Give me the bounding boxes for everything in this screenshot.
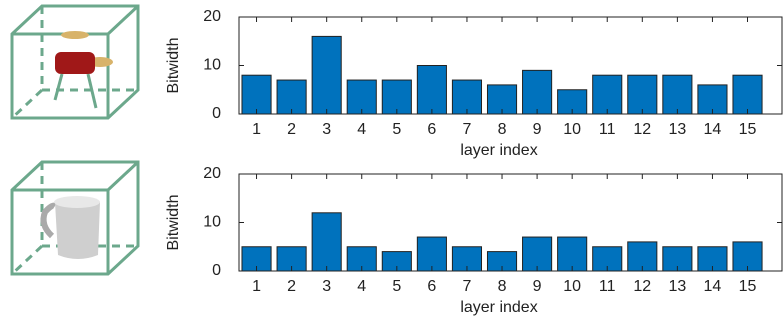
bar — [522, 69, 553, 115]
x-tick-label: 6 — [427, 121, 436, 138]
x-tick-label: 5 — [392, 278, 401, 295]
axes-box — [238, 173, 783, 272]
bar — [241, 74, 272, 115]
x-tick-label: 3 — [322, 278, 331, 295]
x-tick-label: 10 — [563, 121, 581, 138]
y-axis-label: Bitwidth — [165, 194, 182, 250]
x-tick-label: 11 — [599, 278, 616, 295]
mug-cube-icon — [10, 160, 140, 276]
x-tick-label: 12 — [633, 278, 651, 295]
x-tick-label: 2 — [287, 278, 296, 295]
bar — [416, 236, 447, 272]
bar — [416, 65, 447, 115]
bar — [276, 246, 307, 272]
bar — [346, 79, 377, 115]
x-tick-label: 1 — [252, 121, 261, 138]
x-tick-label: 7 — [463, 278, 472, 295]
bar — [557, 236, 588, 272]
x-tick-label: 12 — [633, 121, 651, 138]
y-tick-label: 20 — [203, 8, 221, 25]
x-tick-label: 3 — [322, 121, 331, 138]
x-tick-label: 11 — [599, 121, 616, 138]
x-tick-label: 4 — [357, 278, 366, 295]
x-tick-label: 4 — [357, 121, 366, 138]
y-tick-label: 0 — [212, 262, 221, 279]
y-tick-label: 10 — [203, 214, 221, 231]
x-tick-label: 8 — [498, 278, 507, 295]
x-tick-label: 15 — [739, 121, 757, 138]
x-tick-label: 13 — [668, 278, 686, 295]
x-tick-label: 13 — [668, 121, 686, 138]
drum-cube-icon — [10, 4, 140, 120]
bar — [451, 79, 483, 115]
y-tick-label: 0 — [212, 105, 221, 122]
x-tick-label: 2 — [287, 121, 296, 138]
y-tick-label: 20 — [203, 165, 221, 182]
x-tick-label: 7 — [463, 121, 472, 138]
x-tick-label: 1 — [252, 278, 261, 295]
x-tick-label: 14 — [704, 278, 722, 295]
x-tick-label: 8 — [498, 121, 507, 138]
x-tick-label: 5 — [392, 121, 401, 138]
y-tick-label: 10 — [203, 57, 221, 74]
axes-box — [238, 16, 783, 115]
x-axis-label: layer index — [460, 299, 537, 316]
bar — [311, 35, 342, 115]
bar — [662, 74, 693, 115]
bar — [381, 79, 412, 115]
y-axis-label: Bitwidth — [165, 37, 182, 93]
bar — [311, 212, 342, 272]
bar — [522, 236, 553, 272]
x-tick-label: 14 — [704, 121, 722, 138]
x-tick-label: 9 — [533, 121, 542, 138]
x-tick-label: 6 — [427, 278, 436, 295]
bar — [627, 74, 658, 115]
x-tick-label: 15 — [739, 278, 757, 295]
bar — [276, 79, 307, 115]
bar — [732, 74, 763, 115]
bar — [592, 74, 623, 115]
x-tick-label: 10 — [563, 278, 581, 295]
x-axis-label: layer index — [460, 142, 537, 159]
x-tick-label: 9 — [533, 278, 542, 295]
